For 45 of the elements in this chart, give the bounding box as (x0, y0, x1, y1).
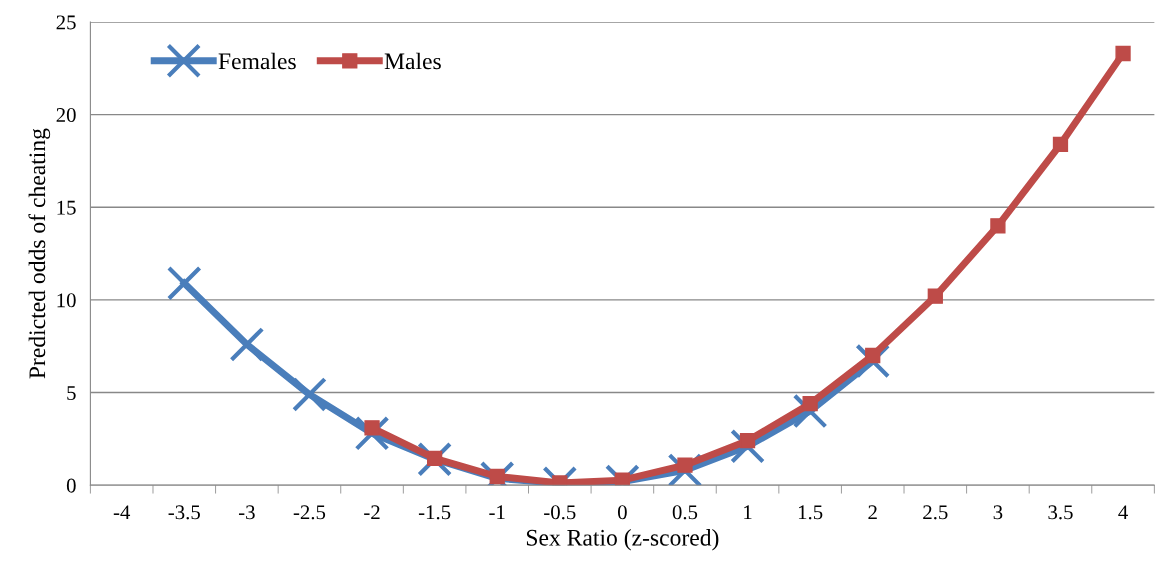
x-tick-label: -0.5 (544, 505, 576, 520)
point (166, 265, 202, 301)
y-axis-title: Predicted odds of cheating (28, 128, 51, 379)
point (292, 377, 327, 412)
point (927, 288, 943, 304)
point (990, 218, 1006, 234)
x-tick-label: -2.5 (293, 505, 326, 520)
point (614, 472, 631, 486)
point (667, 453, 703, 486)
point (489, 468, 505, 485)
x-tick-label: -3.5 (168, 505, 200, 520)
x-tick-label: 2 (868, 505, 877, 520)
point (739, 433, 756, 449)
point (677, 457, 693, 473)
x-tick-label: 0.5 (672, 505, 698, 520)
legend-label: Females (218, 52, 296, 70)
point (865, 347, 881, 364)
y-tick-label: 25 (56, 15, 76, 30)
point (417, 441, 452, 477)
point (1052, 136, 1069, 152)
point (792, 393, 828, 429)
point (802, 396, 818, 412)
x-tick-label: -4 (113, 505, 131, 520)
y-tick-label: 10 (57, 293, 76, 308)
point (426, 450, 443, 466)
point (1115, 45, 1131, 62)
y-tick-label: 15 (57, 200, 76, 215)
x-tick-label: -1.5 (418, 505, 451, 520)
x-axis-title: Sex Ratio (z-scored) (526, 529, 719, 551)
x-tick-label: -3 (238, 505, 255, 520)
x-tick-label: 3.5 (1048, 505, 1073, 520)
x-tick-label: -2 (364, 505, 380, 520)
x-tick-label: 2.5 (923, 505, 948, 520)
x-tick-label: 1 (744, 505, 752, 520)
x-tick-label: 1.5 (798, 505, 823, 520)
x-tick-label: 3 (993, 505, 1003, 520)
x-tick-label: 4 (1118, 505, 1128, 520)
legend-label: Males (384, 52, 441, 70)
x-tick-label: -1 (489, 505, 505, 520)
point (229, 327, 265, 362)
y-tick-label: 20 (56, 108, 76, 123)
y-tick-label: 5 (67, 386, 76, 400)
point (364, 420, 380, 436)
x-tick-label: 0 (617, 505, 627, 520)
y-tick-label: 0 (66, 478, 76, 493)
